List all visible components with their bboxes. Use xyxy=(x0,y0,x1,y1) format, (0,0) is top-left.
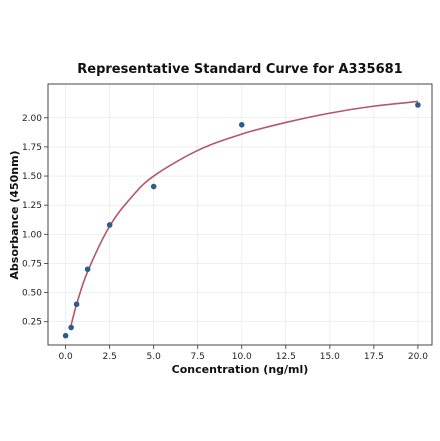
y-axis-ticks: 0.25 0.50 0.75 1.00 1.25 1.50 1.75 2.00 xyxy=(22,114,48,328)
x-tick-label: 12.5 xyxy=(276,352,296,362)
data-point xyxy=(415,102,421,108)
y-tick-label: 1.00 xyxy=(22,230,42,240)
y-tick-label: 0.50 xyxy=(22,289,42,299)
x-tick-label: 2.5 xyxy=(102,352,116,362)
data-point xyxy=(238,121,245,128)
data-point xyxy=(68,324,74,331)
x-tick-label: 10.0 xyxy=(232,352,252,362)
y-tick-label: 1.50 xyxy=(22,172,42,182)
x-axis-ticks: 0.0 2.5 5.0 7.5 10.0 12.5 15.0 17.5 20.0 xyxy=(58,345,428,362)
x-tick-label: 7.5 xyxy=(191,352,205,362)
x-axis-label: Concentration (ng/ml) xyxy=(172,363,309,376)
points-layer xyxy=(62,102,421,339)
y-tick-label: 1.75 xyxy=(22,143,42,153)
x-tick-label: 5.0 xyxy=(147,352,162,362)
x-tick-label: 17.5 xyxy=(364,352,384,362)
x-tick-label: 0.0 xyxy=(58,352,73,362)
y-tick-label: 2.00 xyxy=(22,114,42,124)
y-axis-label: Absorbance (450nm) xyxy=(8,150,21,279)
data-point xyxy=(106,222,113,228)
x-tick-label: 20.0 xyxy=(408,352,428,362)
chart-title: Representative Standard Curve for A33568… xyxy=(77,62,402,77)
y-tick-label: 0.25 xyxy=(22,318,42,328)
y-tick-label: 1.25 xyxy=(22,201,42,211)
data-point xyxy=(62,332,69,339)
curve-layer xyxy=(70,100,418,326)
x-tick-label: 15.0 xyxy=(320,352,340,362)
fit-curve-line xyxy=(70,100,418,326)
data-point xyxy=(73,301,80,308)
data-point xyxy=(150,183,157,190)
plot-frame xyxy=(47,83,433,346)
grid-layer xyxy=(48,84,432,345)
data-point xyxy=(84,266,91,273)
y-tick-label: 0.75 xyxy=(22,259,42,269)
